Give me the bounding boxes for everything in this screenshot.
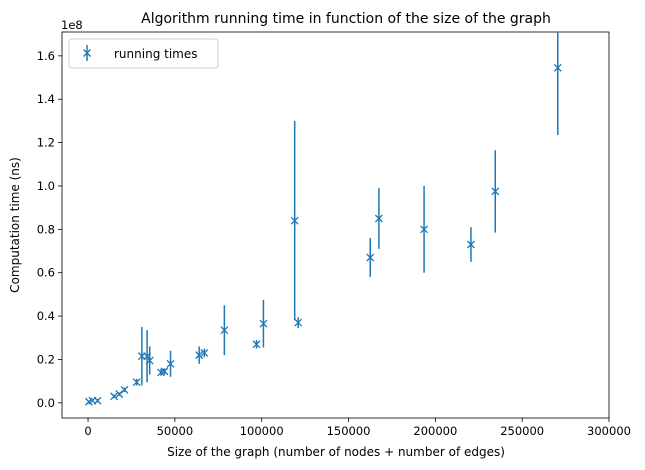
plot-area bbox=[61, 31, 610, 419]
y-axis-label: Computation time (ns) bbox=[8, 157, 22, 293]
y-axis-multiplier: 1e8 bbox=[61, 18, 83, 32]
y-tick-label: 0.4 bbox=[37, 309, 55, 323]
data-point bbox=[466, 240, 475, 249]
data-point bbox=[195, 351, 204, 360]
y-axis: 0.0 0.2 0.4 0.6 0.8 1.0 1.2 1.4 1.6 bbox=[37, 49, 62, 410]
chart-title: Algorithm running time in function of th… bbox=[141, 11, 551, 27]
data-point bbox=[110, 392, 119, 401]
y-tick-label: 0.6 bbox=[37, 266, 55, 280]
data-point bbox=[120, 385, 129, 394]
x-tick-label: 250000 bbox=[500, 424, 544, 438]
data-point bbox=[220, 326, 229, 335]
data-point bbox=[160, 367, 169, 376]
data-point bbox=[166, 359, 175, 368]
y-tick-label: 0.2 bbox=[37, 352, 55, 366]
plot-frame bbox=[61, 31, 610, 419]
data-point bbox=[259, 319, 268, 328]
y-tick-label: 0.8 bbox=[37, 222, 55, 236]
x-tick-label: 50000 bbox=[157, 424, 194, 438]
data-point bbox=[366, 253, 375, 262]
data-point bbox=[290, 216, 299, 225]
data-point bbox=[374, 214, 383, 223]
legend-marker-icon bbox=[83, 45, 91, 61]
data-point bbox=[145, 356, 154, 365]
data-point bbox=[491, 187, 500, 196]
x-tick-label: 150000 bbox=[327, 424, 371, 438]
x-tick-label: 300000 bbox=[587, 424, 631, 438]
legend-box bbox=[68, 38, 219, 69]
data-point bbox=[553, 63, 562, 72]
legend-label: running times bbox=[114, 47, 197, 61]
data-point bbox=[294, 318, 303, 327]
y-tick-label: 1.4 bbox=[37, 92, 55, 106]
data-series bbox=[84, 32, 562, 406]
x-tick-label: 100000 bbox=[240, 424, 284, 438]
data-point bbox=[200, 348, 209, 357]
x-tick-label: 200000 bbox=[413, 424, 457, 438]
y-tick-label: 1.2 bbox=[37, 136, 55, 150]
series-marks bbox=[84, 32, 562, 406]
y-tick-label: 1.0 bbox=[37, 179, 55, 193]
legend: running times bbox=[68, 38, 219, 69]
data-point bbox=[93, 396, 102, 405]
y-tick-label: 1.6 bbox=[37, 49, 55, 63]
y-tick-label: 0.0 bbox=[37, 396, 55, 410]
data-point bbox=[252, 340, 261, 349]
x-axis: 0 50000 100000 150000 200000 250000 300000 bbox=[84, 418, 631, 438]
data-point bbox=[420, 225, 429, 234]
data-point bbox=[132, 378, 141, 387]
x-tick-label: 0 bbox=[84, 424, 91, 438]
x-axis-label: Size of the graph (number of nodes + num… bbox=[167, 445, 505, 459]
